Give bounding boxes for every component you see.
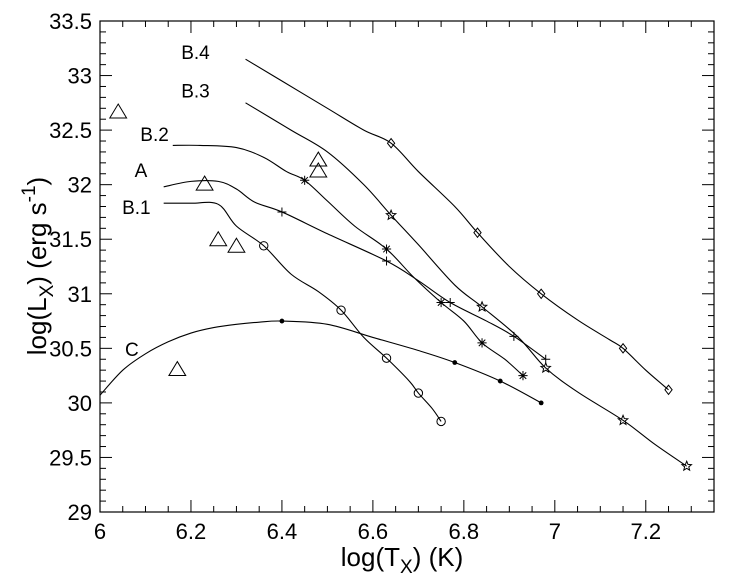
asterisk-marker xyxy=(436,297,446,308)
triangle-marker xyxy=(108,103,128,119)
series-b-1: B.1 xyxy=(122,198,446,427)
y-tick-label: 33 xyxy=(68,64,92,89)
diamond-marker xyxy=(618,342,628,354)
y-tick-label: 30 xyxy=(68,391,92,416)
circle-marker xyxy=(259,241,269,251)
series-layer: B.4 B.3 B.2 A B.1 C xyxy=(99,43,693,472)
asterisk-marker xyxy=(381,244,392,254)
series-line-a xyxy=(163,180,547,360)
y-axis-ticks: 29 29.5 30 30.5 31 31.5 32 32.5 33 33.5 xyxy=(49,9,714,525)
asterisk-marker xyxy=(518,371,528,381)
series-b-3: B.3 xyxy=(181,81,693,472)
star-marker xyxy=(476,300,489,313)
y-tick-label: 30.5 xyxy=(49,336,92,361)
x-axis-ticks: 6 6.2 6.4 6.6 6.8 7 7.2 xyxy=(94,21,715,544)
circle-marker xyxy=(336,305,346,315)
star-marker xyxy=(680,459,693,472)
star-marker xyxy=(617,414,630,426)
triangle-marker xyxy=(168,360,187,377)
circle-marker xyxy=(436,416,446,427)
dot-marker xyxy=(279,318,285,324)
x-tick-label: 6.2 xyxy=(176,519,207,544)
plus-marker xyxy=(445,298,455,308)
series-label-c: C xyxy=(125,340,139,361)
plus-marker xyxy=(509,331,519,341)
series-label-b-3: B.3 xyxy=(181,81,210,102)
series-line-b-3 xyxy=(245,102,688,467)
series-b-4: B.4 xyxy=(181,43,673,396)
y-tick-label: 29.5 xyxy=(49,445,92,470)
x-tick-label: 6 xyxy=(94,519,106,544)
star-marker xyxy=(385,208,398,221)
circle-marker xyxy=(413,388,424,398)
y-tick-label: 29 xyxy=(68,500,92,525)
series-a: A xyxy=(135,161,551,364)
series-label-b-1: B.1 xyxy=(122,198,151,219)
y-tick-label: 31 xyxy=(68,282,92,307)
dot-marker xyxy=(497,378,503,384)
x-tick-label: 6.8 xyxy=(449,519,480,544)
triangle-marker xyxy=(309,151,328,167)
series-label-a: A xyxy=(135,161,148,182)
y-tick-label: 32 xyxy=(68,173,92,198)
asterisk-marker xyxy=(477,338,487,348)
plus-marker xyxy=(541,354,551,364)
x-tick-label: 7.2 xyxy=(630,519,661,544)
x-tick-label: 6.6 xyxy=(358,519,389,544)
series-line-b-2 xyxy=(172,144,524,377)
dot-marker xyxy=(452,360,458,365)
plus-marker xyxy=(277,207,287,217)
asterisk-marker xyxy=(300,175,310,185)
diamond-marker xyxy=(386,137,396,149)
diamond-marker xyxy=(664,384,673,396)
series-label-b-4: B.4 xyxy=(181,43,210,64)
series-c: C xyxy=(99,318,544,406)
triangle-marker xyxy=(309,162,328,178)
y-tick-label: 33.5 xyxy=(49,9,92,34)
y-tick-label: 31.5 xyxy=(49,227,92,252)
series-line-b-1 xyxy=(163,201,442,422)
diamond-marker xyxy=(536,288,546,300)
y-axis-label: log(LX) (erg s-1) xyxy=(19,177,58,355)
series-line-b-4 xyxy=(245,58,669,391)
star-marker xyxy=(539,361,552,374)
series-line-c xyxy=(99,320,542,404)
circle-marker xyxy=(381,353,392,363)
series-points xyxy=(108,103,328,377)
x-axis-label: log(TX) (K) xyxy=(341,542,463,577)
x-tick-label: 6.4 xyxy=(267,519,298,544)
series-b-2: B.2 xyxy=(140,125,528,381)
y-tick-label: 32.5 xyxy=(49,118,92,143)
dot-marker xyxy=(538,400,544,406)
triangle-marker xyxy=(227,237,246,253)
triangle-marker xyxy=(195,175,214,191)
plot-frame xyxy=(99,20,715,513)
plus-marker xyxy=(382,256,392,266)
x-tick-label: 7 xyxy=(549,519,561,544)
series-label-b-2: B.2 xyxy=(140,125,169,146)
diamond-marker xyxy=(473,227,482,239)
triangle-marker xyxy=(208,230,228,247)
